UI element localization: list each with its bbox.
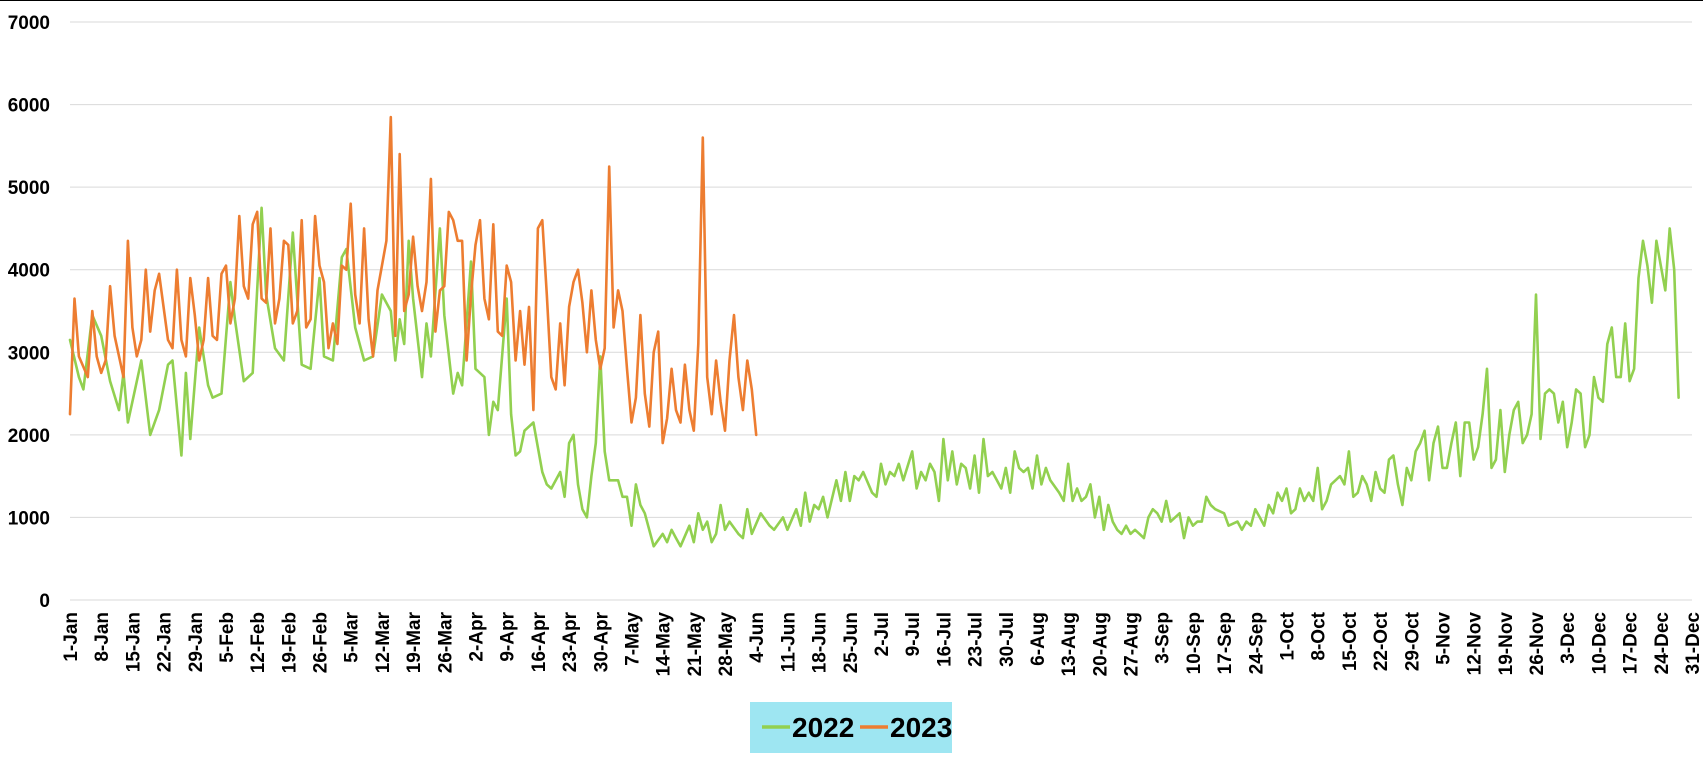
x-tick-label: 17-Sep: [1215, 612, 1236, 674]
x-tick-label: 5-Feb: [217, 612, 238, 663]
series-line-2022: [68, 206, 1680, 548]
x-tick-label: 5-Mar: [342, 611, 363, 662]
y-tick-label: 0: [39, 591, 50, 612]
x-tick-label: 1-Oct: [1278, 611, 1299, 660]
y-tick-label: 7000: [8, 13, 50, 34]
x-tick-label: 10-Dec: [1589, 612, 1610, 675]
x-tick-label: 2-Jul: [872, 612, 893, 656]
x-tick-label: 20-Aug: [1090, 612, 1111, 676]
x-axis: 1-Jan 8-Jan 15-Jan 22-Jan 29-Jan 5-Feb 12-Feb 1…: [61, 611, 1703, 676]
x-tick-label: 23-Apr: [560, 611, 581, 672]
y-tick-label: 5000: [8, 178, 50, 199]
x-tick-label: 12-Mar: [373, 611, 394, 673]
x-tick-label: 19-Mar: [404, 611, 425, 673]
legend-label-2022: 2022: [792, 712, 854, 743]
x-tick-label: 4-Jun: [747, 612, 768, 663]
x-tick-label: 26-Mar: [435, 611, 456, 673]
x-tick-label: 7-May: [622, 612, 643, 666]
y-tick-label: 1000: [8, 508, 50, 529]
y-tick-label: 6000: [8, 96, 50, 117]
x-tick-label: 3-Dec: [1558, 612, 1579, 664]
x-tick-label: 28-May: [716, 612, 737, 677]
x-tick-label: 22-Oct: [1371, 611, 1392, 671]
gridlines: [70, 21, 1692, 601]
x-tick-label: 30-Jul: [997, 612, 1018, 667]
x-tick-label: 5-Nov: [1433, 612, 1454, 665]
x-tick-label: 30-Apr: [591, 611, 612, 672]
x-tick-label: 16-Apr: [529, 611, 550, 672]
x-tick-label: 8-Oct: [1309, 611, 1330, 660]
x-tick-label: 19-Nov: [1496, 612, 1517, 676]
x-tick-label: 29-Oct: [1402, 611, 1423, 671]
x-tick-label: 24-Sep: [1246, 612, 1267, 674]
x-tick-label: 9-Jul: [903, 612, 924, 656]
x-tick-label: 12-Feb: [248, 612, 269, 673]
x-tick-label: 12-Nov: [1465, 612, 1486, 676]
series-lines: [68, 115, 1680, 548]
series-line-2023: [68, 115, 758, 445]
x-tick-label: 24-Dec: [1652, 612, 1673, 675]
y-tick-label: 3000: [8, 343, 50, 364]
y-tick-label: 2000: [8, 426, 50, 447]
x-tick-label: 26-Nov: [1527, 612, 1548, 676]
x-tick-label: 25-Jun: [841, 612, 862, 673]
x-tick-label: 11-Jun: [778, 612, 799, 672]
x-tick-label: 10-Sep: [1184, 612, 1205, 674]
x-tick-label: 15-Jan: [123, 612, 144, 672]
x-tick-label: 21-May: [685, 612, 706, 677]
x-tick-label: 8-Jan: [92, 612, 113, 662]
x-tick-label: 23-Jul: [966, 612, 987, 667]
x-tick-label: 17-Dec: [1621, 612, 1642, 675]
x-tick-label: 18-Jun: [810, 612, 831, 673]
x-tick-label: 9-Apr: [498, 611, 519, 661]
x-tick-label: 19-Feb: [279, 612, 300, 673]
x-tick-label: 3-Sep: [1153, 612, 1174, 664]
x-tick-label: 15-Oct: [1340, 611, 1361, 671]
x-tick-label: 29-Jan: [186, 612, 207, 672]
x-tick-label: 22-Jan: [155, 612, 176, 672]
y-tick-label: 4000: [8, 261, 50, 282]
x-tick-label: 13-Aug: [1059, 612, 1080, 676]
x-tick-label: 2-Apr: [467, 611, 488, 661]
x-tick-label: 6-Aug: [1028, 612, 1049, 666]
x-tick-label: 26-Feb: [311, 612, 332, 673]
x-tick-label: 31-Dec: [1683, 612, 1703, 675]
legend-label-2023: 2023: [890, 712, 952, 743]
x-tick-label: 1-Jan: [61, 612, 82, 662]
x-tick-label: 16-Jul: [934, 612, 955, 667]
y-axis: 0 1000 2000 3000 4000 5000 6000 7000: [8, 13, 50, 612]
legend: 2022 2023: [750, 702, 952, 753]
x-tick-label: 14-May: [654, 612, 675, 677]
x-tick-label: 27-Aug: [1122, 612, 1143, 676]
